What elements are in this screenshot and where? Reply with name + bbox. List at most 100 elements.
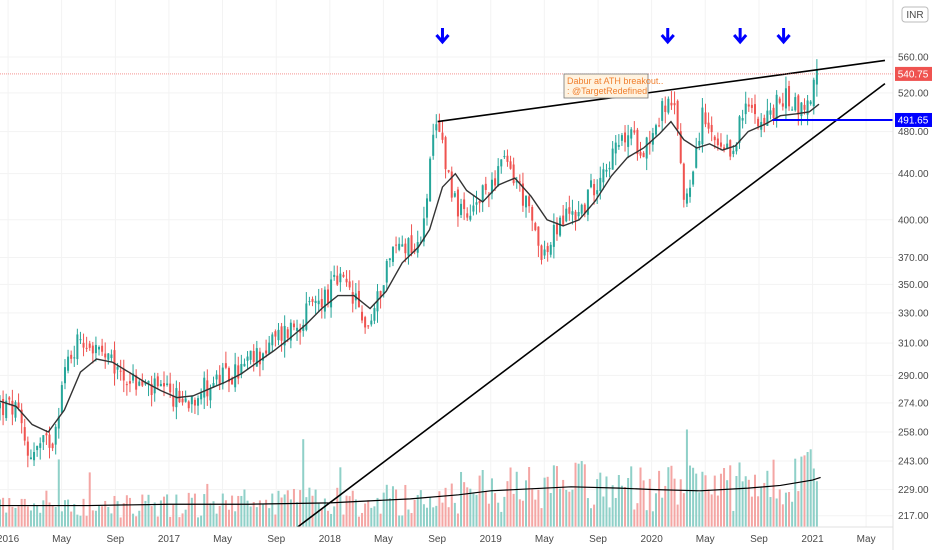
price-tag: 540.75 — [895, 66, 932, 81]
volume-bar — [268, 508, 271, 527]
volume-bar — [283, 494, 286, 527]
volume-bar — [379, 513, 382, 527]
down-arrow-head — [733, 34, 748, 45]
volume-bar — [475, 494, 478, 527]
x-tick-label: Sep — [267, 534, 285, 545]
note-box[interactable]: Dabur at ATH breakout.. : @TargetRedefin… — [563, 73, 663, 99]
volume-bar — [172, 504, 175, 527]
candle-body — [39, 443, 42, 448]
y-tick-label: 370.00 — [898, 253, 929, 264]
candle-body — [692, 171, 695, 185]
volume-bar — [642, 480, 645, 527]
volume-bar — [577, 463, 580, 527]
volume-bar — [144, 500, 147, 527]
down-arrow-head — [776, 34, 791, 45]
x-tick-label: May — [213, 534, 232, 545]
candle-body — [348, 281, 351, 288]
candle-body — [617, 145, 620, 147]
volume-bar — [218, 505, 221, 527]
candle-body — [314, 300, 317, 304]
volume-bar — [664, 485, 667, 527]
candle-body — [552, 224, 555, 247]
volume-bar — [552, 465, 555, 527]
volume-bar — [599, 472, 602, 527]
volume-bar — [132, 513, 135, 527]
candle-body — [0, 402, 2, 409]
volume-bar — [79, 515, 82, 527]
candle-body — [249, 350, 252, 360]
note-line-1: Dabur at ATH breakout.. — [567, 76, 663, 86]
volume-bar — [391, 486, 394, 527]
candle-body — [277, 329, 280, 341]
candle-body — [661, 101, 664, 121]
volume-bar — [447, 507, 450, 527]
candle-body — [336, 275, 339, 285]
volume-bar — [521, 500, 524, 527]
volume-bar — [243, 489, 246, 527]
volume-bar — [515, 471, 518, 527]
candle-body — [82, 342, 85, 348]
candle-body — [209, 388, 212, 401]
candle-body — [741, 118, 744, 121]
volume-bar — [809, 449, 812, 527]
candle-body — [654, 125, 657, 135]
candle-body — [29, 457, 32, 460]
volume-bar — [308, 487, 311, 527]
resistance-trendline[interactable] — [437, 59, 886, 123]
x-tick-label: May — [52, 534, 71, 545]
volume-bar — [317, 503, 320, 527]
volume-bar — [395, 489, 398, 527]
candle-body — [788, 86, 791, 107]
volume-bar — [624, 487, 627, 527]
candle-body — [456, 189, 459, 217]
candle-body — [506, 155, 509, 162]
candle-body — [518, 181, 521, 183]
candle-body — [698, 140, 701, 146]
volume-bar — [305, 497, 308, 527]
volume-bar — [67, 499, 70, 527]
candle-body — [184, 398, 187, 402]
volume-bar — [636, 503, 639, 527]
candle-body — [36, 445, 39, 451]
candle-body — [361, 311, 364, 321]
volume-bar — [580, 461, 583, 527]
volume-bar — [320, 509, 323, 527]
volume-bar — [574, 462, 577, 527]
candle-body — [289, 322, 292, 341]
volume-bar — [166, 494, 169, 527]
candle-body — [574, 211, 577, 221]
volume-bar — [33, 503, 36, 527]
candle-body — [515, 180, 518, 183]
candle-body — [642, 152, 645, 158]
volume-bar — [98, 505, 101, 527]
candle-body — [144, 383, 147, 385]
candle-body — [426, 198, 429, 218]
volume-bar — [716, 495, 719, 527]
candle-body — [326, 289, 329, 304]
volume-bar — [364, 503, 367, 527]
candle-body — [252, 350, 255, 362]
y-tick-label: 290.00 — [898, 371, 929, 382]
x-tick-label: Sep — [106, 534, 124, 545]
currency-badge[interactable]: INR — [901, 6, 929, 23]
candle-body — [385, 260, 388, 283]
candle-body — [311, 298, 314, 302]
volume-bar — [453, 502, 456, 527]
candle-body — [432, 134, 435, 156]
candle-body — [509, 161, 512, 169]
candle-body — [156, 376, 159, 387]
volume-bar — [753, 474, 757, 527]
volume-bar — [518, 499, 521, 527]
candle-body — [159, 383, 162, 387]
candle-body — [215, 374, 218, 380]
volume-bar — [803, 455, 806, 527]
down-arrow-markers[interactable] — [435, 28, 791, 45]
volume-bar — [620, 485, 623, 527]
candle-body — [463, 199, 466, 210]
volume-bar — [398, 515, 401, 527]
candle-body — [33, 452, 36, 461]
support-trendline[interactable] — [297, 82, 886, 528]
volume-bar — [497, 502, 500, 527]
volume-bar — [707, 489, 710, 527]
